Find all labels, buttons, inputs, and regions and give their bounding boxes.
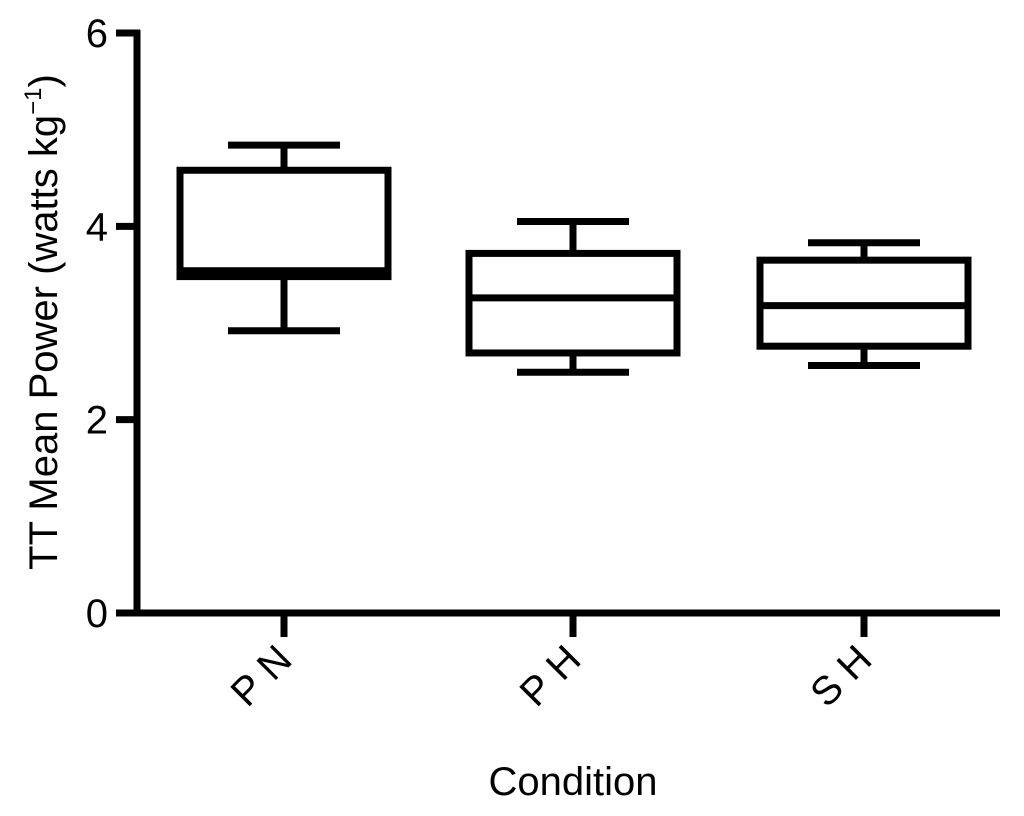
axes (133, 30, 1000, 617)
box-ph (465, 218, 681, 376)
y-axis-title: TT Mean Power (watts kg−1) (20, 74, 66, 570)
y-axis-title-end: ) (22, 74, 66, 87)
y-axis-title-main: TT Mean Power (watts kg (22, 115, 66, 570)
x-tick-label: P N (223, 637, 301, 715)
y-axis-title-superscript: −1 (20, 87, 47, 114)
y-tick-label: 2 (86, 399, 108, 443)
y-tick-label: 6 (86, 12, 108, 56)
y-tick-label: 0 (86, 592, 108, 636)
box-sh (756, 239, 972, 370)
boxes (176, 141, 972, 376)
y-tick-label: 4 (86, 205, 108, 249)
x-tick-label: S H (802, 637, 880, 715)
y-ticks: 0 2 4 6 (86, 12, 140, 636)
iqr-box (465, 249, 681, 357)
box-pn (176, 141, 392, 335)
iqr-box (176, 166, 392, 281)
x-tick-label: P H (512, 637, 590, 715)
x-axis-title: Condition (488, 760, 657, 804)
